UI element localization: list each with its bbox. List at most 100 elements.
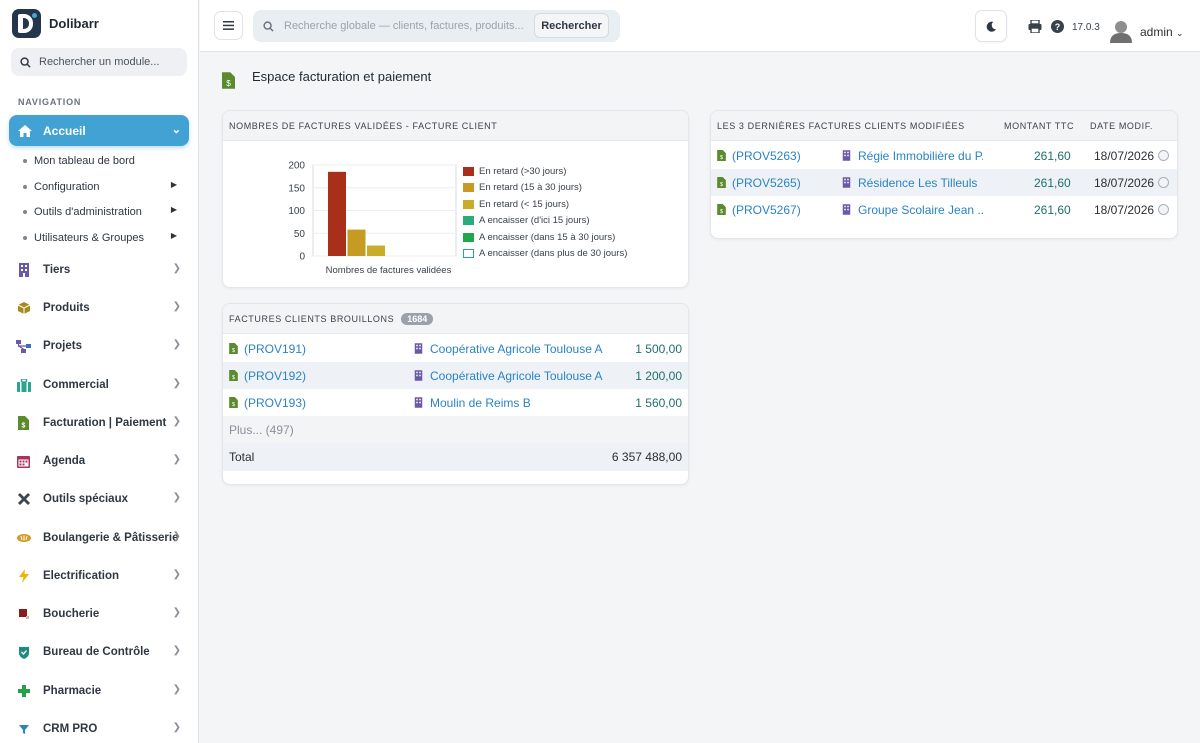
amount: 1 200,00 xyxy=(635,368,682,383)
date: 18/07/2026 xyxy=(1094,148,1155,163)
legend-item: A encaisser (dans plus de 30 jours) xyxy=(463,246,627,263)
invoice-ref-link[interactable]: (PROV193) xyxy=(244,395,307,410)
invoice-ref-link[interactable]: (PROV5263) xyxy=(732,148,801,163)
amount: 1 500,00 xyxy=(635,341,682,356)
subitem-mon-tableau-de-bord[interactable]: Mon tableau de bord xyxy=(23,155,183,167)
avatar[interactable] xyxy=(1110,19,1132,43)
help-icon[interactable]: ? xyxy=(1051,20,1064,33)
status-circle-icon xyxy=(1158,150,1169,161)
client-link[interactable]: Régie Immobilière du P... xyxy=(858,148,983,163)
bar xyxy=(347,229,366,256)
topbar: Recherche globale — clients, factures, p… xyxy=(200,0,1200,52)
chevron-right-icon: ❯ xyxy=(172,684,181,695)
chevron-right-icon: ❯ xyxy=(172,531,181,542)
sidebar-item-label: Projets xyxy=(43,340,82,352)
table-row: $ (PROV5265) Résidence Les Tilleuls 261,… xyxy=(711,169,1177,196)
invoice-ref-link[interactable]: (PROV5265) xyxy=(732,175,801,190)
chevron-right-icon: ❯ xyxy=(172,569,181,580)
sidebar-item-label: Tiers xyxy=(43,264,71,276)
sidebar-item-label: Accueil xyxy=(43,123,86,138)
client-link[interactable]: Coopérative Agricole Toulouse A xyxy=(430,341,603,356)
legend-label: En retard (15 à 30 jours) xyxy=(479,182,582,194)
chevron-right-icon: ❯ xyxy=(172,492,181,503)
module-search-input[interactable]: Rechercher un module... xyxy=(11,48,187,76)
invoice-ref-link[interactable]: (PROV191) xyxy=(244,341,307,356)
sidebar-item-accueil[interactable]: Accueil ⌄ xyxy=(9,115,189,146)
invoice-icon: $ xyxy=(229,397,238,408)
sidebar-item-projets[interactable]: Projets ❯ xyxy=(16,336,184,356)
version-label: 17.0.3 xyxy=(1072,22,1100,33)
chevron-right-icon: ❯ xyxy=(172,454,181,465)
menu-toggle-button[interactable] xyxy=(214,11,243,40)
y-tick-label: 50 xyxy=(294,229,306,240)
bar xyxy=(367,245,385,256)
invoice-icon: $ xyxy=(229,343,238,354)
invoice-ref-link[interactable]: (PROV5267) xyxy=(732,202,801,217)
sidebar-item-crm-pro[interactable]: CRM PRO ❯ xyxy=(16,719,184,739)
nav-section-label: NAVIGATION xyxy=(18,97,82,107)
legend-label: A encaisser (dans plus de 30 jours) xyxy=(479,248,628,260)
global-search-input[interactable]: Recherche globale — clients, factures, p… xyxy=(253,10,620,42)
card-header: FACTURES CLIENTS BROUILLONS 1684 xyxy=(223,304,688,334)
calendar-icon xyxy=(16,454,31,469)
sidebar-item-label: Pharmacie xyxy=(43,685,102,697)
sidebar-item-boucherie[interactable]: Boucherie ❯ xyxy=(16,604,184,624)
sidebar-item-label: CRM PRO xyxy=(43,723,98,735)
svg-text:$: $ xyxy=(720,182,723,188)
sidebar-item-agenda[interactable]: Agenda ❯ xyxy=(16,451,184,471)
subitem-configuration[interactable]: Configuration ▶ xyxy=(23,180,183,193)
legend-label: En retard (< 15 jours) xyxy=(479,198,570,210)
sidebar-item-pharmacie[interactable]: Pharmacie ❯ xyxy=(16,681,184,701)
sidebar-item-facturation-paiement[interactable]: $ Facturation | Paiement ❯ xyxy=(16,413,184,433)
invoice-icon: $ xyxy=(229,370,238,381)
sidebar-item-bureau-de-controle[interactable]: Bureau de Contrôle ❯ xyxy=(16,642,184,662)
global-search-placeholder: Recherche globale — clients, factures, p… xyxy=(284,20,524,32)
sidebar-item-commercial[interactable]: Commercial ❯ xyxy=(16,375,184,395)
svg-text:$: $ xyxy=(720,209,723,215)
client-link[interactable]: Groupe Scolaire Jean ... xyxy=(858,202,983,217)
legend-swatch xyxy=(463,249,474,259)
sidebar-item-boulangerie[interactable]: Boulangerie & Pâtisserie ❯ xyxy=(16,528,184,548)
table-row: $ (PROV193) Moulin de Reims B 1 560,00 xyxy=(223,389,688,416)
search-button[interactable]: Rechercher xyxy=(534,13,609,38)
sidebar-item-tiers[interactable]: Tiers ❯ xyxy=(16,260,184,280)
sidebar-item-label: Agenda xyxy=(43,455,86,467)
subitem-label: Configuration xyxy=(34,181,100,193)
client-link[interactable]: Résidence Les Tilleuls xyxy=(858,175,978,190)
building-icon xyxy=(414,343,423,354)
col-header-date: DATE MODIF. xyxy=(1090,120,1153,131)
module-search-placeholder: Rechercher un module... xyxy=(39,56,160,68)
subitem-utilisateurs-groupes[interactable]: Utilisateurs & Groupes ▶ xyxy=(23,231,183,244)
svg-text:$: $ xyxy=(22,423,26,430)
chevron-right-icon: ❯ xyxy=(172,339,181,350)
sidebar-item-produits[interactable]: Produits ❯ xyxy=(16,298,184,318)
invoice-icon: $ xyxy=(222,72,235,89)
username: admin xyxy=(1140,25,1173,39)
chevron-down-icon: ⌄ xyxy=(1176,28,1184,38)
more-link[interactable]: Plus... (497) xyxy=(229,422,294,437)
caret-right-icon: ▶ xyxy=(170,231,177,240)
sidebar-item-label: Produits xyxy=(43,302,90,314)
user-menu[interactable]: admin ⌄ xyxy=(1140,25,1184,39)
chevron-right-icon: ❯ xyxy=(172,607,181,618)
page-title: Espace facturation et paiement xyxy=(252,69,432,84)
subitem-outils-administration[interactable]: Outils d'administration ▶ xyxy=(23,205,183,218)
print-icon[interactable] xyxy=(1028,20,1042,33)
y-tick-label: 0 xyxy=(299,252,305,263)
home-icon xyxy=(18,124,32,137)
client-link[interactable]: Coopérative Agricole Toulouse A xyxy=(430,368,603,383)
sidebar-item-electrification[interactable]: Electrification ❯ xyxy=(16,566,184,586)
dark-mode-toggle[interactable] xyxy=(975,10,1007,42)
brand[interactable]: Dolibarr xyxy=(12,9,99,38)
bread-icon xyxy=(16,531,31,546)
sidebar-item-outils-speciaux[interactable]: Outils spéciaux ❯ xyxy=(16,489,184,509)
table-row: $ (PROV5263) Régie Immobilière du P... 2… xyxy=(711,142,1177,169)
dolibarr-logo-icon xyxy=(12,9,41,38)
subitem-label: Utilisateurs & Groupes xyxy=(34,232,145,244)
client-link[interactable]: Moulin de Reims B xyxy=(430,395,531,410)
legend-label: A encaisser (d'ici 15 jours) xyxy=(479,215,590,227)
legend-label: En retard (>30 jours) xyxy=(479,165,567,177)
invoice-ref-link[interactable]: (PROV192) xyxy=(244,368,307,383)
legend-item: A encaisser (d'ici 15 jours) xyxy=(463,213,627,230)
svg-text:$: $ xyxy=(232,348,235,354)
